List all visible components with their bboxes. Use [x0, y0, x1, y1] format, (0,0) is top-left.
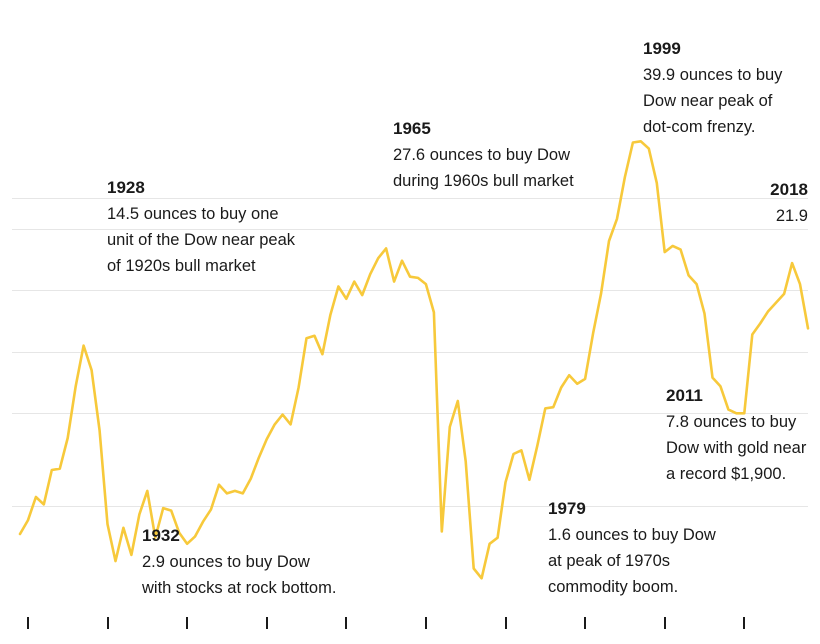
annotation-2018: 2018 21.9 — [770, 177, 808, 229]
annotation-year: 1979 — [548, 499, 586, 518]
annotation-year: 2011 — [666, 386, 703, 405]
annotation-text: 14.5 ounces to buy one unit of the Dow n… — [107, 205, 296, 275]
annotation-1965: 1965 27.6 ounces to buy Dow during 1960s… — [393, 116, 574, 194]
annotation-1928: 1928 14.5 ounces to buy one unit of the … — [107, 175, 295, 279]
annotation-year: 1999 — [643, 39, 681, 58]
series-line-dow-gold-ratio — [18, 140, 810, 580]
annotation-1999: 1999 39.9 ounces to buy Dow near peak of… — [643, 36, 782, 140]
annotation-year: 1965 — [393, 119, 431, 138]
annotation-1932: 1932 2.9 ounces to buy Dow with stocks a… — [142, 523, 336, 601]
annotation-text: 21.9 — [775, 207, 808, 225]
annotation-text: 7.8 ounces to buy Dow with gold near a r… — [666, 413, 807, 483]
x-axis-ticks — [27, 617, 745, 629]
annotation-text: 27.6 ounces to buy Dow during 1960s bull… — [393, 146, 574, 190]
annotation-year: 2018 — [770, 180, 808, 199]
annotation-1979: 1979 1.6 ounces to buy Dow at peak of 19… — [548, 496, 716, 600]
annotation-text: 1.6 ounces to buy Dow at peak of 1970s c… — [548, 526, 716, 596]
gridlines — [12, 198, 808, 507]
annotation-text: 2.9 ounces to buy Dow with stocks at roc… — [142, 553, 337, 597]
annotation-year: 1932 — [142, 526, 180, 545]
annotation-year: 1928 — [107, 178, 145, 197]
annotation-text: 39.9 ounces to buy Dow near peak of dot-… — [643, 66, 783, 136]
annotation-2011: 2011 7.8 ounces to buy Dow with gold nea… — [666, 383, 806, 487]
